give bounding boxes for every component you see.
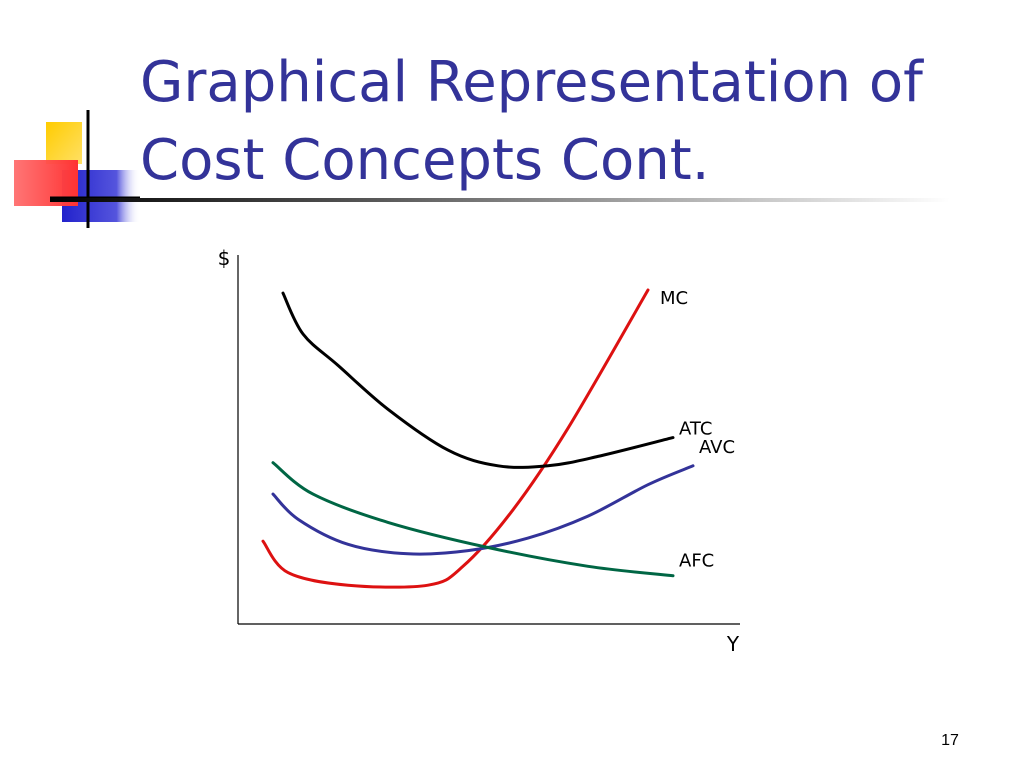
slide-title: Graphical Representation of Cost Concept… <box>140 44 1000 200</box>
series-line-avc <box>271 464 695 556</box>
series-label-atc: ATC <box>679 419 712 440</box>
series-label-afc: AFC <box>679 551 714 572</box>
series-line-atc <box>281 291 675 469</box>
page-number: 17 <box>941 732 959 749</box>
slide-title-line-2: Cost Concepts Cont. <box>140 128 710 193</box>
y-axis-label: $ <box>218 246 231 270</box>
series-label-avc: AVC <box>699 437 735 458</box>
series-label-mc: MC <box>660 288 688 309</box>
title-underline <box>50 198 950 202</box>
slide-title-line-1: Graphical Representation of <box>140 50 923 115</box>
x-axis-label: Y <box>726 632 740 656</box>
series-line-afc <box>271 461 675 578</box>
series-line-mc <box>261 288 650 589</box>
